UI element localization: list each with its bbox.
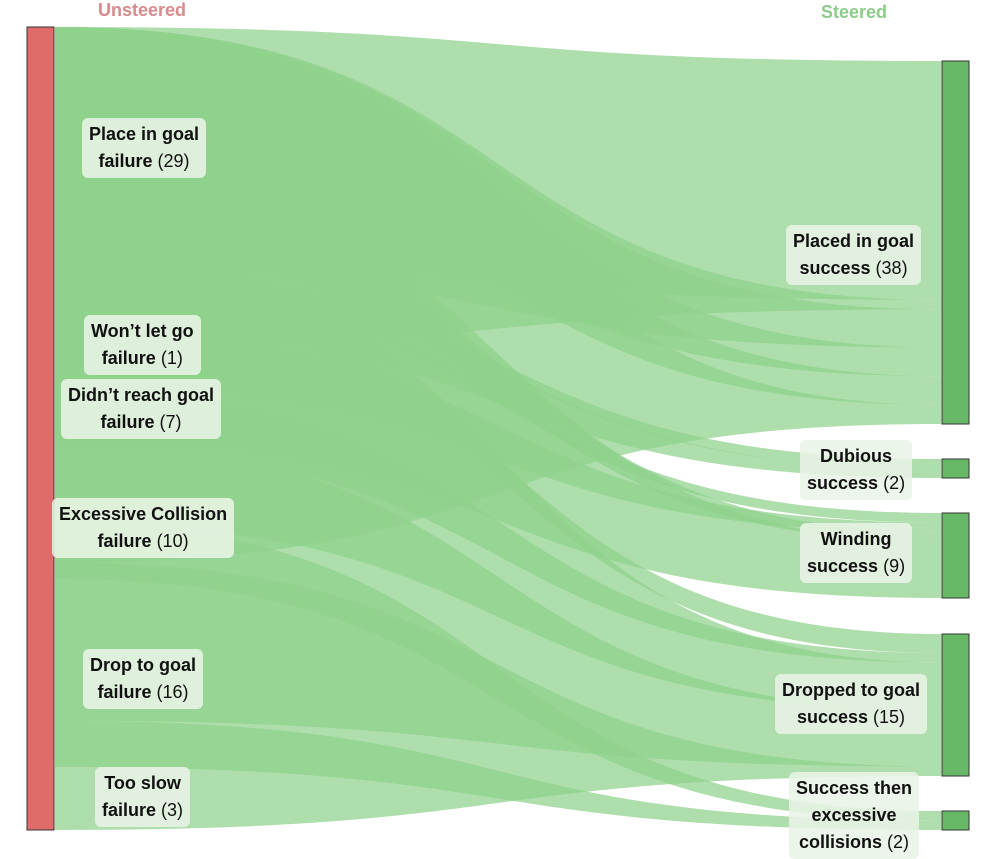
unsteered-column-title: Unsteered	[98, 0, 187, 20]
label-dropped-to-goal-success: Dropped to goal success (15)	[775, 674, 927, 734]
node-right-win	[941, 512, 970, 599]
node-right-drp	[941, 633, 970, 777]
node-right-ste	[941, 810, 970, 831]
label-wont-let-go-failure: Won’t let go failure (1)	[84, 315, 201, 375]
label-excessive-collision-failure: Excessive Collision failure (10)	[52, 498, 235, 558]
label-too-slow-failure: Too slow failure (3)	[95, 767, 191, 827]
label-drop-to-goal-failure: Drop to goal failure (16)	[83, 649, 203, 709]
node-right-dub	[941, 458, 970, 479]
label-didnt-reach-goal-failure: Didn’t reach goal failure (7)	[61, 379, 222, 439]
category-nodes	[26, 26, 970, 831]
steered-column-title: Steered	[821, 2, 888, 22]
node-right-plc	[941, 60, 970, 425]
flow-links	[55, 27, 941, 830]
label-success-then-excessive-collisions: Success then excessive collisions (2)	[789, 772, 920, 859]
flow-tsl-to-plc	[55, 27, 941, 563]
label-dubious-success: Dubious success (2)	[800, 440, 913, 500]
label-winding-success: Winding success (9)	[800, 523, 913, 583]
node-left-tsl	[26, 26, 55, 831]
label-placed-in-goal-success: Placed in goal success (38)	[786, 225, 922, 285]
flow-tsl-to-drp	[55, 562, 941, 830]
label-place-in-goal-failure: Place in goal failure (29)	[82, 118, 207, 178]
